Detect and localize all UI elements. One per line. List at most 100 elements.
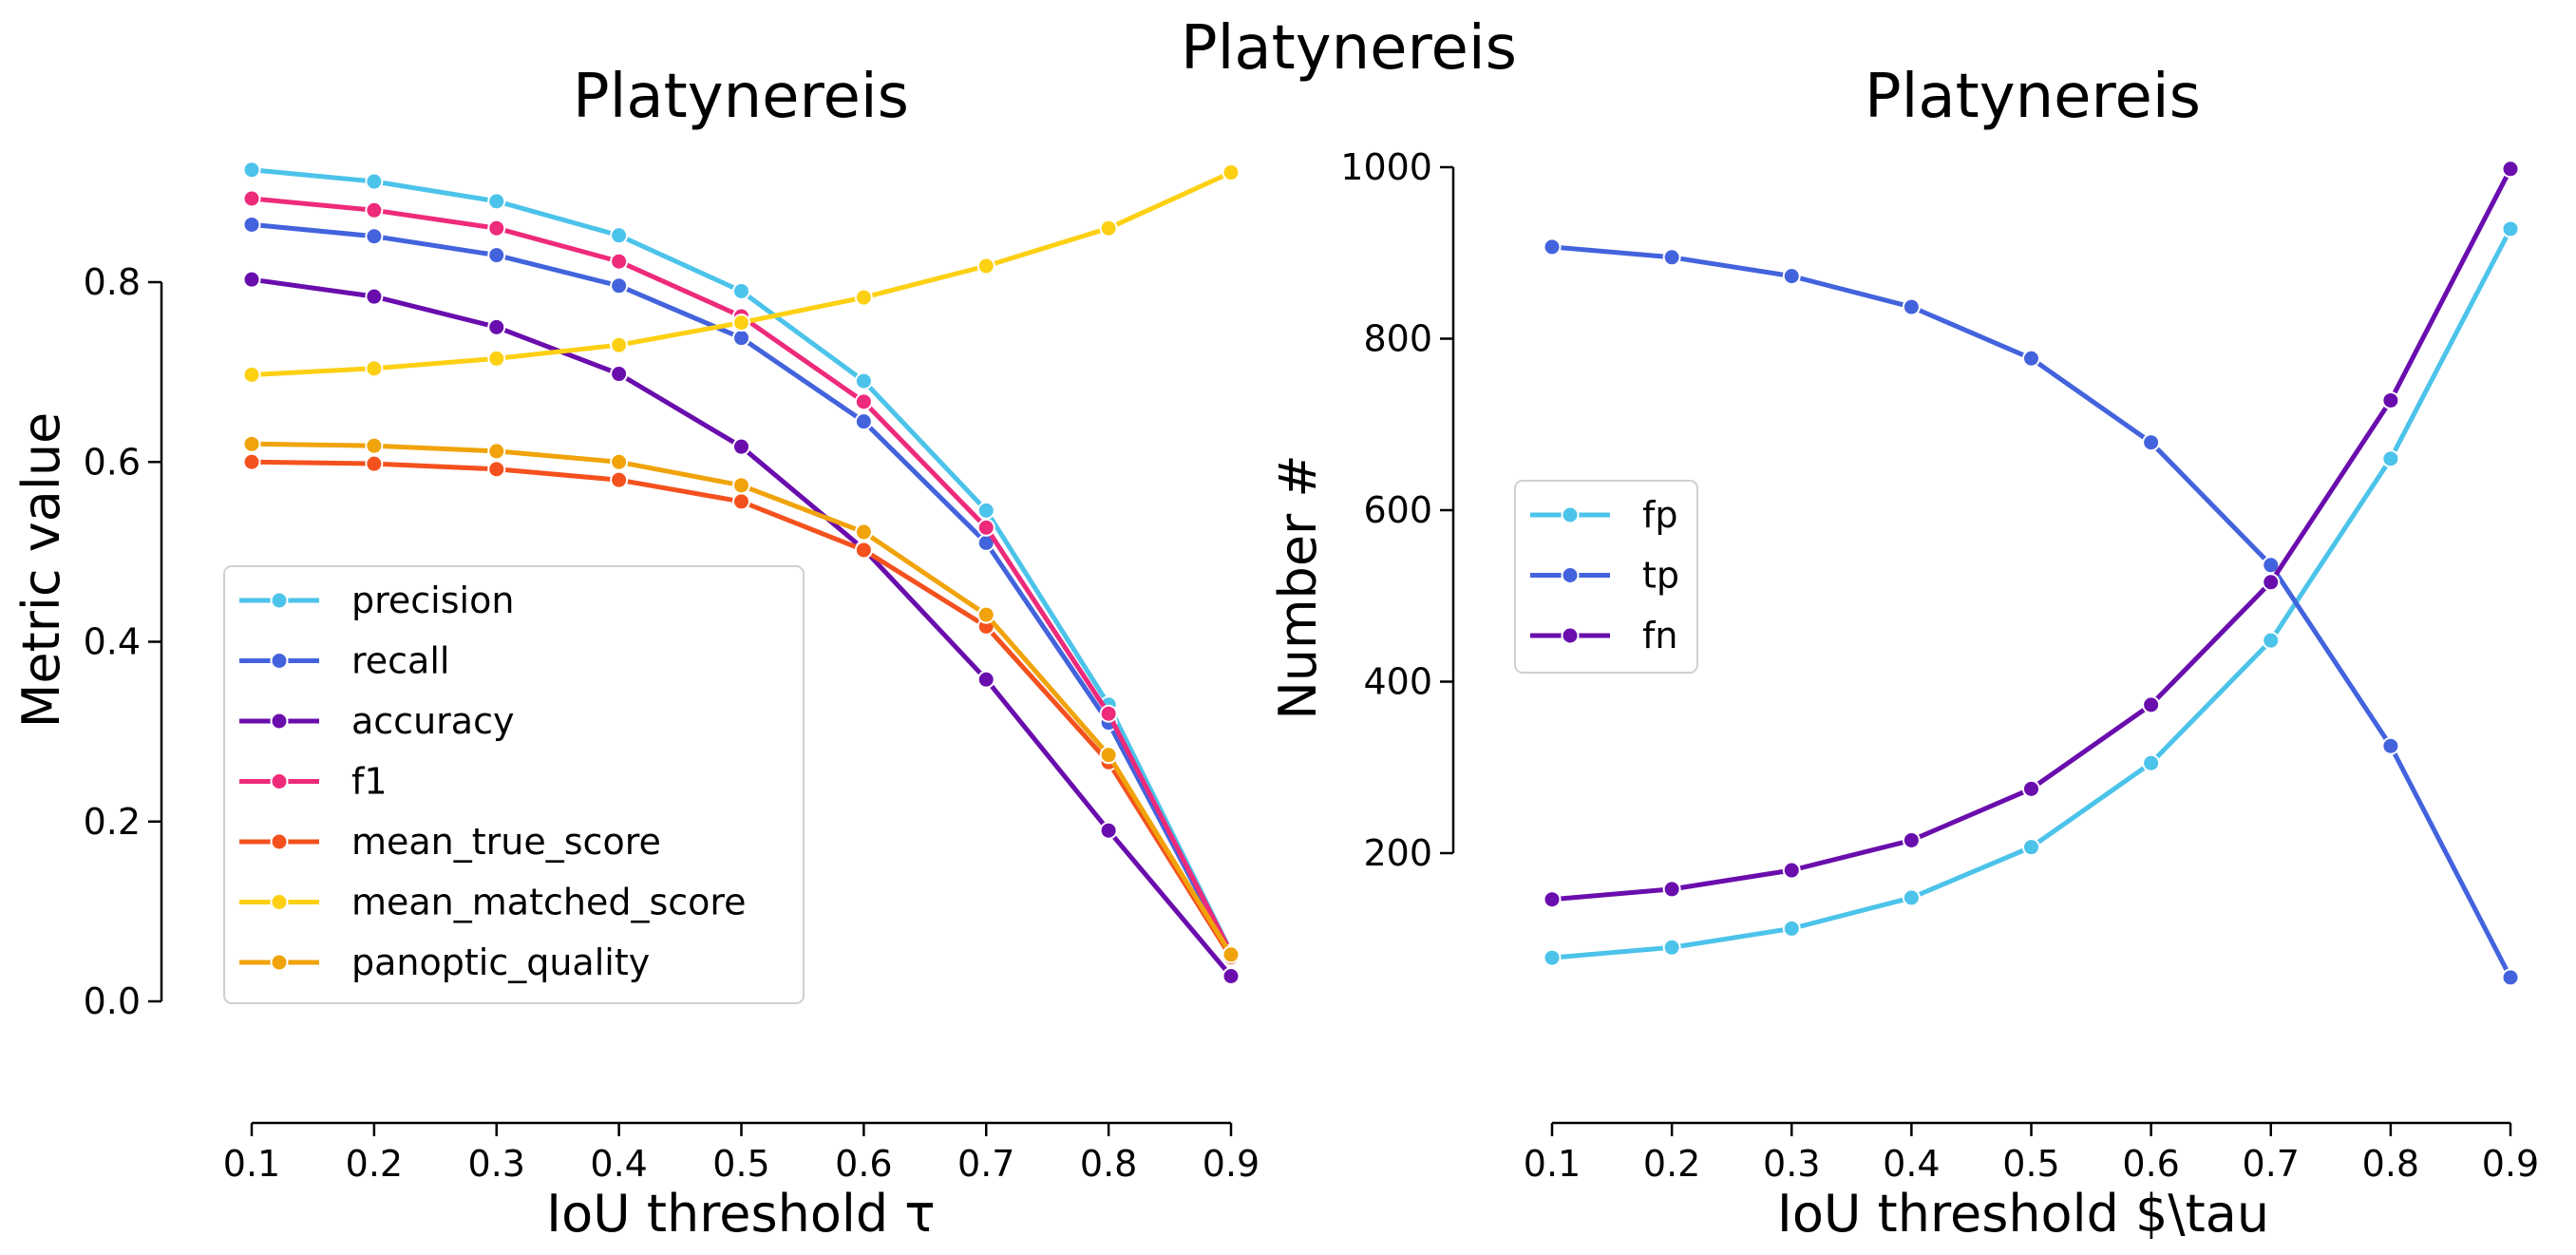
metrics-panel-point-panoptic_quality xyxy=(854,523,873,542)
metrics-panel-point-precision xyxy=(976,501,995,520)
metrics-panel-point-mean_true_score xyxy=(365,454,384,473)
metrics-panel-xtick-label: 0.4 xyxy=(590,1143,647,1185)
metrics-panel-point-accuracy xyxy=(242,270,261,289)
metrics-panel-point-mean_matched_score xyxy=(1222,163,1241,182)
counts-panel-point-fp xyxy=(1543,948,1562,967)
metrics-panel-point-mean_matched_score xyxy=(732,314,750,333)
counts-panel-ytick-label: 1000 xyxy=(1340,146,1432,188)
metrics-panel-point-mean_matched_score xyxy=(976,257,995,276)
counts-panel-ytick-label: 800 xyxy=(1363,318,1432,360)
metrics-panel-point-accuracy xyxy=(1222,967,1241,986)
counts-panel-point-tp xyxy=(2381,736,2400,755)
counts-panel-point-fp xyxy=(2262,631,2281,650)
metrics-panel-legend-item-recall: recall xyxy=(239,640,449,682)
metrics-panel-point-precision xyxy=(487,192,506,211)
counts-panel-xtick-label: 0.7 xyxy=(2243,1143,2300,1185)
counts-panel-legend: fp tp fn xyxy=(1514,480,1698,674)
metrics-panel-point-mean_matched_score xyxy=(610,335,629,354)
counts-panel-title: Platynereis xyxy=(1865,62,2201,132)
counts-panel-legend-label: tp xyxy=(1642,555,1679,597)
metrics-panel-series-panoptic_quality xyxy=(242,434,1241,964)
metrics-panel-point-recall xyxy=(242,215,261,234)
metrics-panel-point-mean_true_score xyxy=(732,492,750,511)
metrics-panel-legend-label: precision xyxy=(351,580,514,621)
metrics-panel-legend-item-f1: f1 xyxy=(239,761,388,803)
metrics-panel-point-f1 xyxy=(854,392,873,411)
metrics-panel-point-recall xyxy=(365,227,384,246)
counts-panel-point-fp xyxy=(2381,449,2400,468)
counts-panel-legend-item-tp: tp xyxy=(1530,555,1679,597)
counts-panel-series-tp xyxy=(1543,238,2520,987)
counts-panel-point-fn xyxy=(2142,695,2161,714)
metrics-panel-point-f1 xyxy=(242,189,261,208)
counts-panel-point-fn xyxy=(2022,779,2040,798)
counts-panel-point-tp xyxy=(2262,556,2281,575)
metrics-panel-point-accuracy xyxy=(732,437,750,456)
counts-panel-xtick-label: 0.5 xyxy=(2002,1143,2059,1185)
counts-panel-legend-label: fn xyxy=(1642,615,1677,656)
counts-panel-xtick-label: 0.3 xyxy=(1763,1143,1820,1185)
metrics-panel-xtick-label: 0.8 xyxy=(1080,1143,1137,1185)
metrics-panel-point-mean_matched_score xyxy=(242,365,261,384)
metrics-panel-legend-item-mean_true_score: mean_true_score xyxy=(239,821,661,863)
counts-panel-point-fp xyxy=(2022,838,2040,857)
metrics-panel-point-precision xyxy=(854,371,873,390)
metrics-panel-legend-item-precision: precision xyxy=(239,580,514,621)
metrics-panel-legend-label: accuracy xyxy=(351,700,514,742)
counts-panel-point-fp xyxy=(1782,919,1801,938)
counts-panel-xtick-label: 0.6 xyxy=(2122,1143,2179,1185)
metrics-panel-point-precision xyxy=(610,226,629,245)
metrics-panel-point-recall xyxy=(732,329,750,348)
counts-panel-point-tp xyxy=(2022,349,2040,368)
metrics-panel-legend-marker xyxy=(270,652,289,670)
counts-panel-point-fp xyxy=(1662,938,1681,957)
counts-panel-xtick-label: 0.4 xyxy=(1883,1143,1940,1185)
counts-panel-point-fn xyxy=(1662,880,1681,899)
counts-panel-point-tp xyxy=(1543,238,1562,257)
counts-panel-series-fp xyxy=(1543,219,2520,967)
counts-panel-xtick-label: 0.8 xyxy=(2362,1143,2419,1185)
metrics-panel-point-mean_matched_score xyxy=(365,359,384,378)
metrics-panel-point-panoptic_quality xyxy=(976,605,995,624)
metrics-panel-point-accuracy xyxy=(487,317,506,336)
metrics-panel-legend: precision recall accuracy f1 mean_true_score… xyxy=(223,565,805,1004)
metrics-panel-point-panoptic_quality xyxy=(242,434,261,453)
counts-panel-legend-label: fp xyxy=(1642,494,1678,536)
counts-panel-xlabel: IoU threshold $\tau xyxy=(1777,1184,2269,1244)
metrics-panel-point-mean_matched_score xyxy=(487,349,506,368)
metrics-panel-legend-marker xyxy=(270,893,289,911)
counts-panel-point-fn xyxy=(2501,160,2520,179)
metrics-panel-point-f1 xyxy=(365,200,384,219)
counts-panel-legend-item-fn: fn xyxy=(1530,615,1677,656)
metrics-panel-point-f1 xyxy=(976,518,995,537)
counts-panel-point-tp xyxy=(1662,248,1681,267)
counts-panel-legend-marker xyxy=(1561,566,1580,584)
metrics-panel-point-precision xyxy=(732,281,750,300)
metrics-panel-legend-item-panoptic_quality: panoptic_quality xyxy=(239,941,650,983)
counts-panel-series-fn xyxy=(1543,160,2520,909)
metrics-panel-point-accuracy xyxy=(976,670,995,689)
counts-panel-legend-item-fp: fp xyxy=(1530,494,1678,536)
counts-panel-ytick-label: 400 xyxy=(1363,661,1432,703)
metrics-panel-point-mean_true_score xyxy=(487,460,506,479)
counts-panel-ytick-label: 200 xyxy=(1363,832,1432,874)
counts-panel-point-tp xyxy=(1902,297,1921,316)
metrics-panel-legend-item-mean_matched_score: mean_matched_score xyxy=(239,882,747,923)
metrics-panel-point-mean_matched_score xyxy=(1099,219,1118,238)
metrics-panel-point-f1 xyxy=(1099,704,1118,723)
metrics-panel-point-recall xyxy=(854,412,873,431)
counts-panel-ylabel: Number # xyxy=(1268,454,1328,719)
metrics-panel-ylabel: Metric value xyxy=(11,412,71,729)
metrics-panel-legend-marker xyxy=(270,953,289,972)
counts-panel-legend-marker xyxy=(1561,626,1580,645)
metrics-panel-point-panoptic_quality xyxy=(365,436,384,455)
metrics-panel-ytick-label: 0.0 xyxy=(84,980,141,1022)
metrics-panel-xtick-label: 0.9 xyxy=(1203,1143,1260,1185)
metrics-panel-legend-label: mean_matched_score xyxy=(351,882,747,923)
metrics-panel-legend-label: recall xyxy=(351,640,449,682)
metrics-panel-point-accuracy xyxy=(610,365,629,384)
metrics-panel-legend-item-accuracy: accuracy xyxy=(239,700,514,742)
metrics-panel-point-f1 xyxy=(610,252,629,271)
counts-panel-point-fp xyxy=(2501,219,2520,238)
